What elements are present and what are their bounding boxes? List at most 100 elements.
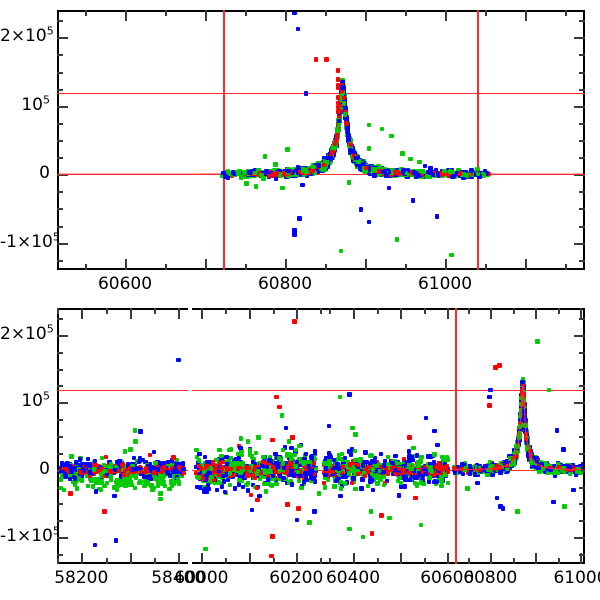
data-point: [181, 470, 186, 475]
data-point: [303, 91, 309, 96]
x-tick-label: 60600: [97, 274, 153, 294]
x-tick: [178, 553, 181, 564]
data-point: [107, 459, 112, 464]
data-point: [230, 170, 236, 175]
x-tick: [485, 264, 487, 270]
x-tick: [154, 558, 157, 564]
y-tick-right: [574, 242, 585, 245]
data-point: [85, 483, 91, 489]
data-point: [133, 475, 139, 481]
data-point: [161, 460, 167, 466]
x-tick: [557, 558, 560, 564]
data-point: [464, 173, 470, 178]
data-point: [162, 483, 167, 488]
data-point: [171, 465, 176, 470]
data-point: [99, 473, 104, 479]
data-point: [331, 146, 336, 151]
data-point: [334, 135, 339, 139]
data-point: [112, 485, 117, 490]
data-point: [382, 169, 388, 174]
data-point: [300, 168, 306, 174]
data-point: [133, 472, 138, 478]
data-point: [433, 168, 439, 173]
data-point: [366, 145, 372, 151]
y-tick: [57, 402, 68, 405]
x-tick-top: [285, 10, 287, 21]
data-point: [354, 155, 359, 161]
data-point: [303, 168, 309, 173]
data-point: [393, 167, 399, 173]
data-point: [392, 170, 397, 175]
data-point: [316, 163, 322, 168]
y-tick: [57, 20, 63, 23]
top-panel: 2×105 105 0 -1×105 60600 60800 61000: [0, 0, 600, 295]
x-tick: [85, 264, 87, 270]
data-point: [451, 173, 457, 179]
data-point: [292, 12, 297, 16]
data-point: [152, 486, 157, 491]
data-point: [80, 473, 85, 478]
data-point: [275, 170, 280, 175]
x-tick-top: [105, 308, 108, 314]
data-point: [73, 479, 78, 485]
y-tick-label-exponent: 5: [46, 24, 54, 38]
x-tick: [447, 553, 450, 564]
data-point: [90, 464, 95, 469]
y-tick-right: [579, 436, 585, 438]
data-point: [149, 483, 154, 488]
data-point: [382, 166, 387, 172]
x-tick: [57, 558, 59, 564]
data-point: [417, 159, 422, 165]
data-point: [413, 171, 418, 176]
data-point: [380, 169, 385, 175]
data-point: [330, 151, 335, 156]
data-point: [103, 455, 108, 460]
y-tick-right: [579, 54, 585, 57]
y-tick-right: [579, 553, 585, 556]
data-point: [447, 169, 453, 174]
x-tick-top: [525, 10, 527, 21]
data-point: [348, 142, 353, 147]
x-tick-top: [129, 308, 132, 319]
data-point: [286, 168, 291, 174]
data-point: [332, 142, 337, 147]
x-tick-top: [325, 10, 327, 16]
data-point: [324, 56, 329, 62]
data-point: [84, 473, 90, 478]
x-tick-label: 60800: [257, 274, 313, 294]
data-point: [243, 174, 249, 179]
x-tick-top: [447, 308, 450, 319]
data-point: [346, 180, 352, 185]
data-point: [478, 171, 483, 176]
data-point: [98, 479, 103, 484]
y-tick: [57, 105, 68, 108]
data-point: [450, 169, 456, 175]
x-tick-top: [57, 308, 59, 314]
data-point: [419, 174, 424, 180]
data-point: [335, 67, 341, 73]
data-point: [353, 157, 359, 163]
data-point: [132, 485, 138, 491]
y-tick-label-text: -1×10: [0, 231, 53, 252]
data-point: [159, 481, 165, 487]
data-point: [345, 130, 351, 135]
y-tick: [57, 334, 68, 337]
x-tick: [467, 558, 470, 564]
data-point: [321, 163, 326, 168]
data-point: [90, 484, 96, 489]
data-point: [225, 175, 231, 180]
y-tick-right: [579, 122, 585, 125]
data-point: [181, 461, 186, 466]
data-point: [174, 461, 179, 466]
x-tick: [129, 553, 132, 564]
y-tick-right: [579, 259, 585, 262]
data-point: [372, 173, 377, 178]
data-point: [335, 128, 340, 134]
y-tick-right: [574, 37, 585, 40]
y-tick: [57, 368, 63, 371]
x-tick: [580, 553, 583, 564]
data-point: [262, 154, 268, 159]
data-point: [114, 460, 120, 465]
data-point: [366, 122, 372, 128]
